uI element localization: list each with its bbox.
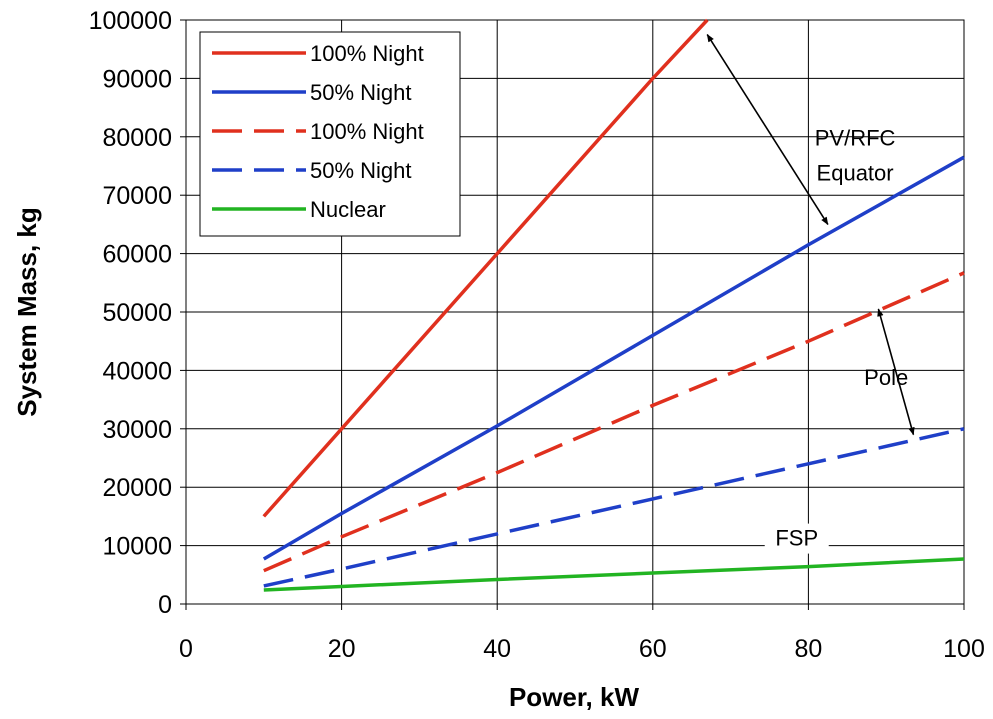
x-axis-title: Power, kW <box>509 682 639 712</box>
legend-box <box>199 31 461 237</box>
legend-label: 100% Night <box>310 119 424 144</box>
legend-label: 100% Night <box>310 41 424 66</box>
y-tick-label: 0 <box>158 591 172 619</box>
series-line-2 <box>262 155 965 561</box>
series-line-1 <box>262 18 709 518</box>
legend-label: Nuclear <box>310 197 386 222</box>
arrow-group <box>706 33 915 436</box>
legend-label: 50% Night <box>310 158 412 183</box>
annotations: PV/RFC Equator Pole FSP <box>764 126 908 554</box>
tick-labels: 0 10000 20000 30000 40000 50000 60000 70000 8000… <box>89 7 985 663</box>
y-tick-label: 100000 <box>89 7 172 35</box>
y-axis-title: System Mass, kg <box>12 207 42 417</box>
y-tick-label: 40000 <box>102 357 172 385</box>
series-line-3 <box>263 271 965 573</box>
series-line-5 <box>263 557 965 592</box>
plot-area <box>262 18 965 592</box>
legend-label: 50% Night <box>310 80 412 105</box>
x-tick-label: 20 <box>328 635 356 663</box>
annotation-bg <box>764 523 829 554</box>
annotation-arrow-2 <box>877 308 915 436</box>
series-line-4 <box>263 427 965 588</box>
y-tick-label: 90000 <box>102 65 172 93</box>
x-tick-label: 80 <box>794 635 822 663</box>
y-tick-label: 10000 <box>102 533 172 561</box>
annotation-label: FSP <box>775 526 818 551</box>
x-tick-label: 100 <box>943 635 985 663</box>
annotation-label: Equator <box>817 161 894 186</box>
y-tick-label: 30000 <box>102 416 172 444</box>
y-tick-label: 20000 <box>102 474 172 502</box>
x-tick-label: 0 <box>179 635 193 663</box>
y-tick-label: 80000 <box>102 124 172 152</box>
legend: 100% Night 50% Night 100% Night 50% Night Nu… <box>199 31 461 237</box>
annotation-arrow-1 <box>706 33 829 226</box>
plot-border <box>185 19 965 605</box>
x-tick-label: 40 <box>483 635 511 663</box>
y-tick-label: 50000 <box>102 299 172 327</box>
x-tick-label: 60 <box>639 635 667 663</box>
y-tick-label: 60000 <box>102 241 172 269</box>
annotation-label: Pole <box>864 365 908 390</box>
y-tick-label: 70000 <box>102 182 172 210</box>
annotation-label: PV/RFC <box>815 126 896 151</box>
